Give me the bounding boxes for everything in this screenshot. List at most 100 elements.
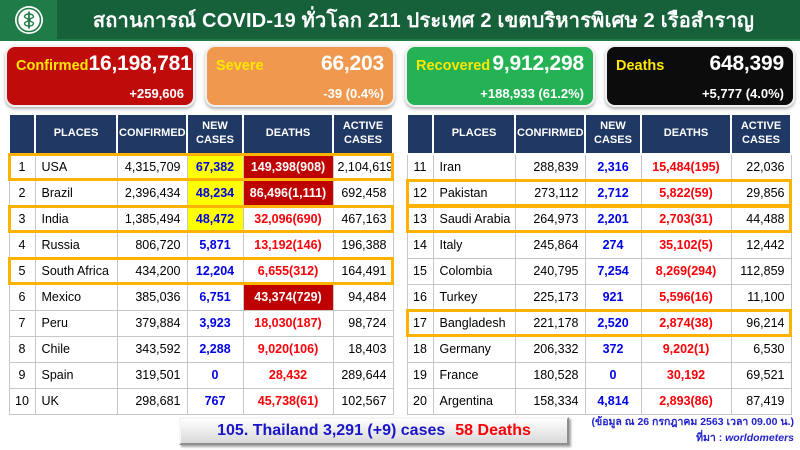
table-row: 8 Chile 343,592 2,288 9,020(106) 18,403 [8,335,394,363]
confirmed-cell: 221,178 [514,309,586,337]
confirmed-cell: 264,973 [514,205,586,233]
rank-cell: 5 [8,257,36,285]
col-new-cases: NEW CASES [584,113,642,155]
col-deaths: DEATHS [640,113,732,155]
confirmed-cell: 288,839 [514,153,586,181]
table-row: 3 India 1,385,494 48,472 32,096(690) 467,163 [8,205,394,233]
source-prefix: ที่มา : [696,431,726,444]
active-cases-cell: 98,724 [332,309,394,337]
new-cases-cell: 48,472 [186,205,244,233]
col-places: PLACES [34,113,118,155]
place-cell: Italy [432,231,516,259]
place-cell: Spain [34,361,118,389]
rank-cell: 19 [406,361,434,389]
new-cases-cell: 67,382 [186,153,244,181]
confirmed-cell: 343,592 [116,335,188,363]
card-deaths-label: Deaths [616,58,665,74]
deaths-cell: 8,269(294) [640,257,732,285]
place-cell: Saudi Arabia [432,205,516,233]
table-row: 4 Russia 806,720 5,871 13,192(146) 196,388 [8,231,394,259]
col-places: PLACES [432,113,516,155]
rank-cell: 4 [8,231,36,259]
col-rank [406,113,434,155]
confirmed-cell: 4,315,709 [116,153,188,181]
tbody-left: 1 USA 4,315,709 67,382 149,398(908) 2,104,619… [8,153,394,415]
deaths-cell: 32,096(690) [242,205,334,233]
thailand-deaths-text: 58 Deaths [455,422,531,439]
new-cases-cell: 2,316 [584,153,642,181]
new-cases-cell: 48,234 [186,179,244,207]
col-deaths: DEATHS [242,113,334,155]
place-cell: India [34,205,118,233]
card-recovered: Recovered 9,912,298 +188,933 (61.2%) [405,45,595,107]
card-confirmed: Confirmed 16,198,781 +259,606 [5,45,195,107]
thailand-status-pill: 105. Thailand 3,291 (+9) cases 58 Deaths [179,417,569,445]
confirmed-cell: 319,501 [116,361,188,389]
new-cases-cell: 767 [186,387,244,415]
covid-table-right: PLACES CONFIRMED NEW CASES DEATHS ACTIVE… [406,113,792,415]
rank-cell: 11 [406,153,434,181]
confirmed-cell: 2,396,434 [116,179,188,207]
new-cases-cell: 2,520 [584,309,642,337]
active-cases-cell: 6,530 [730,335,792,363]
active-cases-cell: 22,036 [730,153,792,181]
confirmed-cell: 385,036 [116,283,188,311]
new-cases-cell: 921 [584,283,642,311]
new-cases-cell: 0 [584,361,642,389]
confirmed-cell: 158,334 [514,387,586,415]
place-cell: Germany [432,335,516,363]
active-cases-cell: 102,567 [332,387,394,415]
table-row: 12 Pakistan 273,112 2,712 5,822(59) 29,856 [406,179,792,207]
place-cell: Pakistan [432,179,516,207]
new-cases-cell: 4,814 [584,387,642,415]
confirmed-cell: 273,112 [514,179,586,207]
confirmed-cell: 1,385,494 [116,205,188,233]
table-header-row: PLACES CONFIRMED NEW CASES DEATHS ACTIVE… [8,113,394,155]
deaths-cell: 2,874(38) [640,309,732,337]
active-cases-cell: 44,488 [730,205,792,233]
new-cases-cell: 2,712 [584,179,642,207]
table-row: 10 UK 298,681 767 45,738(61) 102,567 [8,387,394,415]
active-cases-cell: 69,521 [730,361,792,389]
place-cell: UK [34,387,118,415]
rank-cell: 20 [406,387,434,415]
deaths-cell: 28,432 [242,361,334,389]
card-severe: Severe 66,203 -39 (0.4%) [205,45,395,107]
deaths-cell: 149,398(908) [242,153,334,181]
page-title: สถานการณ์ COVID-19 ทั่วโลก 211 ประเทศ 2 … [92,9,755,32]
card-recovered-delta: +188,933 (61.2%) [480,86,584,101]
table-row: 2 Brazil 2,396,434 48,234 86,496(1,111) 692,4… [8,179,394,207]
thailand-cases-text: 105. Thailand 3,291 (+9) cases [217,422,446,439]
deaths-cell: 18,030(187) [242,309,334,337]
rank-cell: 9 [8,361,36,389]
place-cell: France [432,361,516,389]
table-row: 14 Italy 245,864 274 35,102(5) 12,442 [406,231,792,259]
rank-cell: 3 [8,205,36,233]
table-row: 11 Iran 288,839 2,316 15,484(195) 22,036 [406,153,792,181]
table-row: 1 USA 4,315,709 67,382 149,398(908) 2,104,619 [8,153,394,181]
new-cases-cell: 0 [186,361,244,389]
deaths-cell: 35,102(5) [640,231,732,259]
active-cases-cell: 29,856 [730,179,792,207]
deaths-cell: 2,703(31) [640,205,732,233]
table-header-row: PLACES CONFIRMED NEW CASES DEATHS ACTIVE… [406,113,792,155]
table-row: 20 Argentina 158,334 4,814 2,893(86) 87,419 [406,387,792,415]
new-cases-cell: 7,254 [584,257,642,285]
place-cell: Turkey [432,283,516,311]
card-severe-delta: -39 (0.4%) [323,86,384,101]
rank-cell: 2 [8,179,36,207]
rank-cell: 1 [8,153,36,181]
rank-cell: 17 [406,309,434,337]
deaths-cell: 43,374(729) [242,283,334,311]
card-deaths-delta: +5,777 (4.0%) [701,86,784,101]
confirmed-cell: 180,528 [514,361,586,389]
new-cases-cell: 274 [584,231,642,259]
header-bar: สถานการณ์ COVID-19 ทั่วโลก 211 ประเทศ 2 … [0,0,800,41]
card-severe-value: 66,203 [320,52,384,75]
rank-cell: 12 [406,179,434,207]
table-row: 17 Bangladesh 221,178 2,520 2,874(38) 96,214 [406,309,792,337]
source-line: ที่มา : worldometers [592,431,794,447]
new-cases-cell: 12,204 [186,257,244,285]
col-rank [8,113,36,155]
deaths-cell: 30,192 [640,361,732,389]
